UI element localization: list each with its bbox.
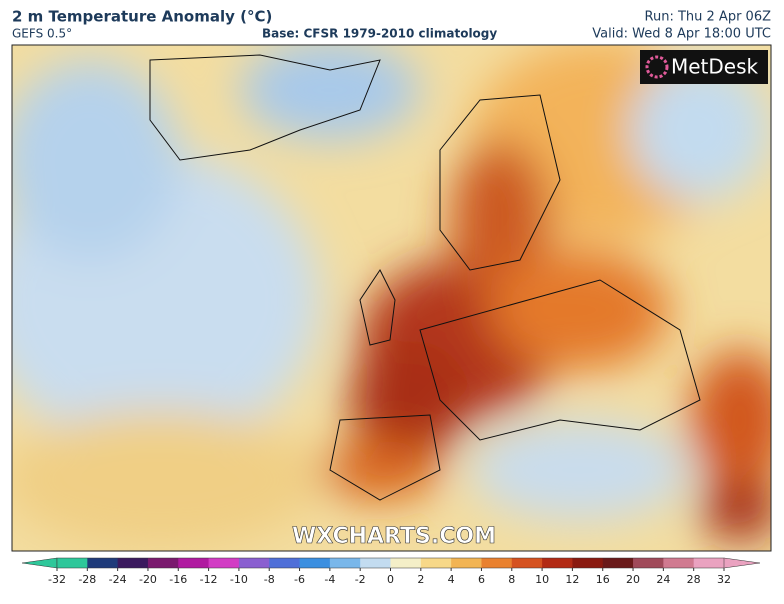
colorbar-segment (451, 558, 482, 568)
colorbar-segment (329, 558, 361, 568)
colorbar-segment (693, 558, 725, 568)
colorbar-segment (633, 558, 664, 568)
title: 2 m Temperature Anomaly (°C) (12, 8, 272, 26)
colorbar-label: 8 (508, 573, 515, 586)
colorbar-arrow-high (723, 557, 761, 569)
map-frame (11, 44, 772, 552)
colorbar-label: 0 (387, 573, 394, 586)
run: Run: Thu 2 Apr 06Z (645, 10, 772, 25)
model: GEFS 0.5° (12, 27, 72, 41)
colorbar-segment (117, 558, 149, 568)
colorbar-label: 2 (417, 573, 424, 586)
colorbar-label: -4 (324, 573, 335, 586)
colorbar-segment (420, 558, 452, 568)
colorbar-segment (390, 558, 422, 568)
colorbar-segment (57, 558, 88, 568)
logo-icon (645, 55, 669, 79)
colorbar-segment (572, 558, 604, 568)
colorbar-label: -28 (78, 573, 96, 586)
colorbar-segment (147, 558, 179, 568)
colorbar-label: -2 (355, 573, 366, 586)
map: MetDesk WXCHARTS.COM (12, 45, 771, 551)
colorbar-arrow-low (21, 557, 58, 569)
colorbar-label: 12 (565, 573, 579, 586)
colorbar: -32 -28 -24 -20 -16 -12 -10 -8 -6 -4 -2 0 2 4 6 8 10 12 16… (21, 557, 761, 586)
colorbar-segment (481, 558, 513, 568)
colorbar-segment (602, 558, 634, 568)
valid: Valid: Wed 8 Apr 18:00 UTC (592, 27, 771, 42)
colorbar-segment (208, 558, 240, 568)
colorbar-label: 32 (717, 573, 731, 586)
colorbar-label: -24 (109, 573, 127, 586)
logo-box (640, 50, 768, 84)
colorbar-label: 10 (535, 573, 549, 586)
colorbar-segment (269, 558, 301, 568)
colorbar-label: -20 (139, 573, 157, 586)
colorbar-label: -12 (200, 573, 218, 586)
colorbar-segment (663, 558, 695, 568)
colorbar-segment (87, 558, 119, 568)
colorbar-label: 6 (478, 573, 485, 586)
colorbar-label: -6 (294, 573, 305, 586)
colorbar-label: 28 (687, 573, 701, 586)
colorbar-label: 20 (626, 573, 640, 586)
colorbar-segment (238, 558, 270, 568)
colorbar-segment (299, 558, 331, 568)
colorbar-label: 16 (596, 573, 610, 586)
colorbar-label: -8 (264, 573, 275, 586)
colorbar-label: 4 (448, 573, 455, 586)
colorbar-label: 24 (656, 573, 670, 586)
colorbar-label: -16 (169, 573, 187, 586)
watermark: WXCHARTS.COM (292, 524, 496, 549)
colorbar-label: -32 (48, 573, 66, 586)
colorbar-segment (542, 558, 573, 568)
colorbar-segment (511, 558, 543, 568)
colorbar-segment (360, 558, 391, 568)
colorbar-label: -10 (230, 573, 248, 586)
logo: MetDesk (671, 55, 759, 79)
base: Base: CFSR 1979-2010 climatology (262, 27, 497, 41)
colorbar-segment (178, 558, 210, 568)
